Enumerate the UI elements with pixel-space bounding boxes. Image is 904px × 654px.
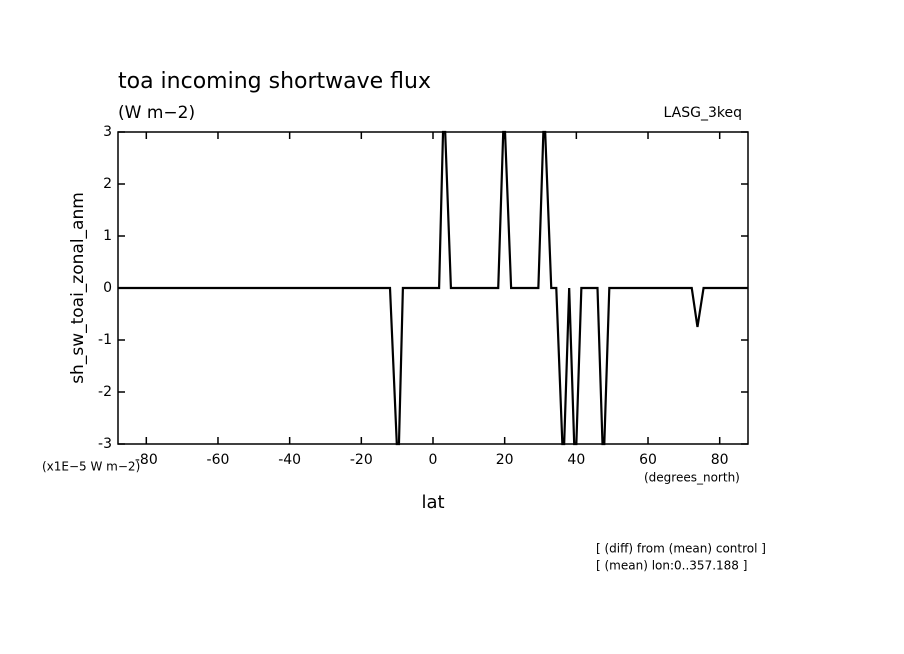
model-label: LASG_3keq: [664, 105, 742, 121]
x-tick-label: -20: [350, 452, 373, 468]
chart-subtitle: (W m−2): [118, 103, 195, 123]
x-tick-label: 0: [429, 452, 438, 468]
x-tick-label: -60: [207, 452, 230, 468]
y-unit: (x1E−5 W m−2): [42, 460, 140, 474]
y-tick-label: -2: [98, 384, 112, 400]
data-line: [118, 130, 748, 446]
x-tick-label: -40: [278, 452, 301, 468]
y-tick-label: 2: [103, 176, 112, 192]
y-tick-label: -3: [98, 436, 112, 452]
note: [ (mean) lon:0..357.188 ]: [596, 559, 747, 573]
x-tick-label: 20: [496, 452, 514, 468]
x-unit: (degrees_north): [644, 471, 740, 485]
x-tick-label: 80: [711, 452, 729, 468]
x-tick-label: -80: [135, 452, 158, 468]
y-axis-label: sh_sw_toai_zonal_anm: [68, 192, 88, 384]
x-axis-label: lat: [421, 492, 444, 513]
y-tick-label: -1: [98, 332, 112, 348]
note: [ (diff) from (mean) control ]: [596, 542, 766, 556]
y-tick-label: 1: [103, 228, 112, 244]
y-tick-label: 0: [103, 280, 112, 296]
x-tick-label: 60: [639, 452, 657, 468]
y-tick-label: 3: [103, 124, 112, 140]
chart-title: toa incoming shortwave flux: [118, 69, 431, 94]
x-tick-label: 40: [567, 452, 585, 468]
